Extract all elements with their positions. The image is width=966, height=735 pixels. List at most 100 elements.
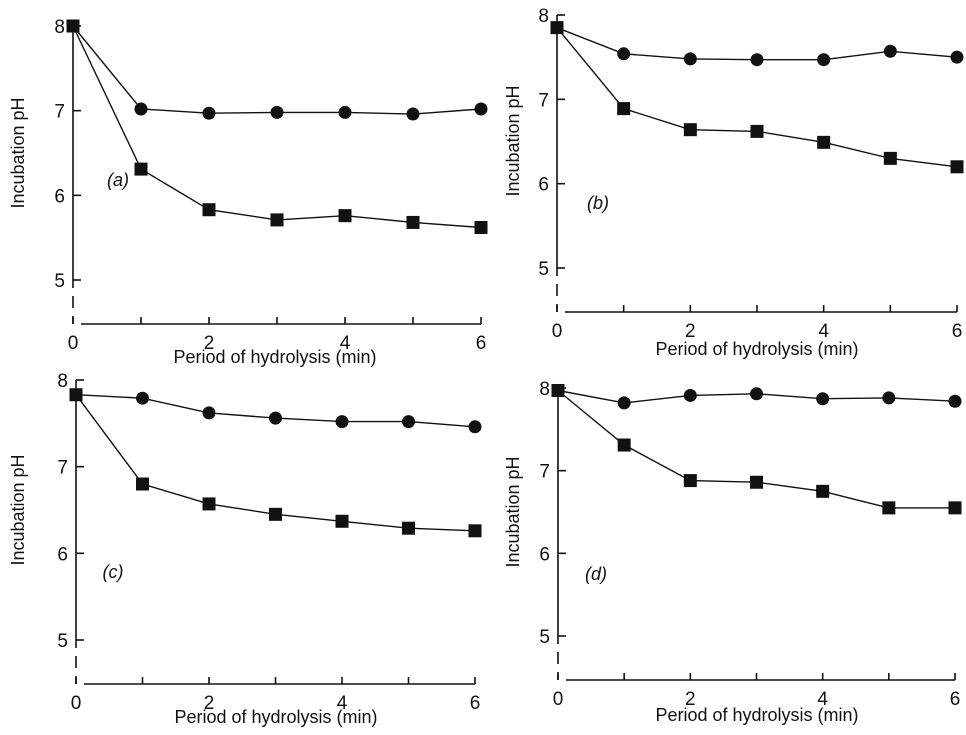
data-point-circle xyxy=(950,50,964,64)
data-point-square xyxy=(950,160,964,174)
data-point-square xyxy=(134,162,148,176)
data-point-circle xyxy=(882,391,896,405)
data-point-square xyxy=(136,477,149,491)
data-point-square xyxy=(402,521,415,535)
data-point-square xyxy=(882,501,896,515)
panel-label: (a) xyxy=(107,170,129,190)
data-point-circle xyxy=(406,107,420,121)
y-axis-label: Incubation pH xyxy=(503,85,523,196)
y-tick-label: 8 xyxy=(54,17,65,38)
x-tick-label: 6 xyxy=(476,333,487,354)
data-point-square xyxy=(269,507,282,521)
data-point-square xyxy=(750,124,764,138)
x-tick-label: 4 xyxy=(340,333,351,354)
data-point-circle xyxy=(683,52,697,66)
series-line-square xyxy=(556,27,958,168)
y-tick-label: 7 xyxy=(538,90,549,111)
data-point-square xyxy=(817,135,831,149)
data-point-square xyxy=(338,209,352,223)
data-point-square xyxy=(468,524,482,538)
data-point-circle xyxy=(335,415,349,429)
y-tick-label: 8 xyxy=(57,371,68,392)
x-tick-label: 4 xyxy=(817,689,828,710)
x-tick-label: 2 xyxy=(685,689,696,710)
y-axis-label: Incubation pH xyxy=(8,97,28,208)
x-tick-label: 4 xyxy=(337,693,348,714)
data-point-circle xyxy=(750,387,763,401)
x-tick-label: 0 xyxy=(68,333,79,354)
data-point-square xyxy=(474,221,488,235)
data-point-circle xyxy=(468,420,482,434)
y-tick-label: 5 xyxy=(54,271,65,292)
data-point-circle xyxy=(750,53,764,67)
data-point-square xyxy=(617,102,631,116)
data-point-circle xyxy=(202,106,216,120)
data-point-square xyxy=(202,203,216,217)
data-point-square xyxy=(69,388,83,402)
x-axis-label: Period of hydrolysis (min) xyxy=(173,347,376,367)
x-tick-label: 0 xyxy=(552,321,563,342)
x-tick-label: 6 xyxy=(952,321,963,342)
data-point-circle xyxy=(134,102,148,116)
panel-label: (b) xyxy=(587,193,609,213)
data-point-square xyxy=(202,497,216,511)
y-tick-label: 8 xyxy=(539,379,550,400)
data-point-circle xyxy=(617,396,631,410)
x-axis-label: Period of hydrolysis (min) xyxy=(655,339,858,359)
data-point-circle xyxy=(338,105,352,119)
x-tick-label: 2 xyxy=(685,321,696,342)
y-axis-label: Incubation pH xyxy=(503,456,523,567)
data-point-circle xyxy=(269,411,282,425)
y-tick-label: 6 xyxy=(539,544,550,565)
data-point-square xyxy=(948,501,962,515)
y-tick-label: 5 xyxy=(538,259,549,280)
series-line-square xyxy=(557,389,955,509)
data-point-square xyxy=(750,475,763,489)
data-point-circle xyxy=(948,394,962,408)
data-point-circle xyxy=(683,388,697,402)
y-tick-label: 5 xyxy=(57,631,68,652)
chart-panel-3: 5 6 7 8 0 2 4 6 Period of hydrolysis (min) Incuba… xyxy=(8,371,482,727)
y-tick-label: 7 xyxy=(539,462,550,483)
data-point-circle xyxy=(817,53,831,67)
data-point-square xyxy=(270,213,284,227)
x-axis-label: Period of hydrolysis (min) xyxy=(655,705,858,725)
data-point-square xyxy=(617,438,631,452)
y-tick-label: 6 xyxy=(538,175,549,196)
y-tick-label: 6 xyxy=(54,186,65,207)
x-tick-label: 0 xyxy=(71,693,82,714)
data-point-square xyxy=(883,151,897,165)
data-point-circle xyxy=(883,44,897,58)
x-axis-label: Period of hydrolysis (min) xyxy=(174,707,377,727)
y-tick-label: 7 xyxy=(54,102,65,123)
x-tick-label: 0 xyxy=(553,689,564,710)
series-line-square xyxy=(72,25,482,229)
y-axis-label: Incubation pH xyxy=(8,454,28,565)
x-tick-label: 4 xyxy=(818,321,829,342)
x-tick-label: 2 xyxy=(204,333,215,354)
chart-panel-1: 5 6 7 8 0 2 4 6 Period of hydrolysis (min) Incuba… xyxy=(8,17,488,367)
x-tick-label: 2 xyxy=(204,693,215,714)
chart-panel-2: 5 6 7 8 0 2 4 6 Period of hydrolysis (min) Incuba… xyxy=(503,6,964,359)
chart-panel-4: 5 6 7 8 0 2 4 6 Period of hydrolysis (min) Incuba… xyxy=(503,379,962,725)
data-point-circle xyxy=(474,102,488,116)
data-point-circle xyxy=(816,392,830,406)
y-tick-label: 7 xyxy=(57,458,68,479)
data-point-square xyxy=(335,514,349,528)
panel-label: (d) xyxy=(585,564,607,584)
series-line-circle xyxy=(72,25,482,115)
y-tick-label: 6 xyxy=(57,544,68,565)
data-point-square xyxy=(816,484,830,498)
panel-label: (c) xyxy=(103,562,124,582)
data-point-square xyxy=(551,383,565,397)
x-tick-label: 6 xyxy=(950,689,961,710)
data-point-circle xyxy=(202,406,216,420)
data-point-circle xyxy=(270,105,284,119)
data-point-circle xyxy=(136,391,149,405)
x-tick-label: 6 xyxy=(470,693,481,714)
data-point-square xyxy=(683,474,697,488)
data-point-circle xyxy=(402,415,415,429)
data-point-square xyxy=(66,19,80,33)
data-point-square xyxy=(683,123,697,137)
